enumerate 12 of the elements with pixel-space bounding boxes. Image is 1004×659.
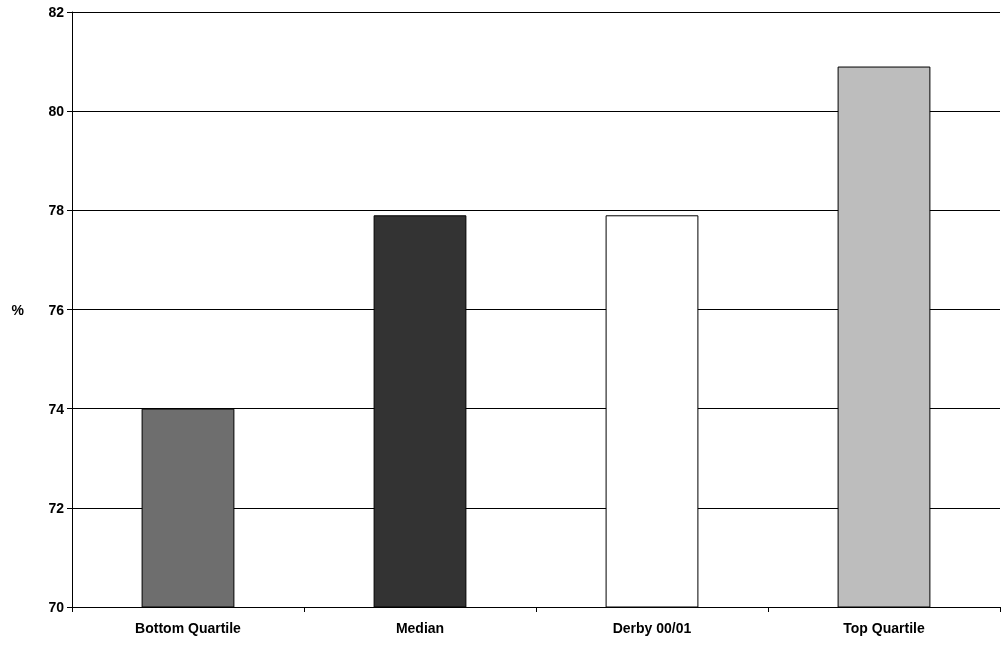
y-tick-label: 80 [48, 103, 65, 120]
y-tick-label: 74 [48, 400, 65, 417]
x-tick-label: Top Quartile [843, 620, 925, 636]
y-tick-label: 70 [48, 599, 65, 615]
y-tick-label: 78 [48, 202, 65, 219]
x-tick-label: Derby 00/01 [612, 620, 692, 636]
x-tick-label: Median [395, 620, 445, 636]
x-tick-label: Bottom Quartile [135, 620, 242, 636]
y-tick-label: 82 [48, 4, 65, 20]
y-tick-label: 76 [48, 301, 65, 318]
y-axis-title: % [11, 301, 25, 318]
y-tick-label: 72 [48, 499, 65, 516]
